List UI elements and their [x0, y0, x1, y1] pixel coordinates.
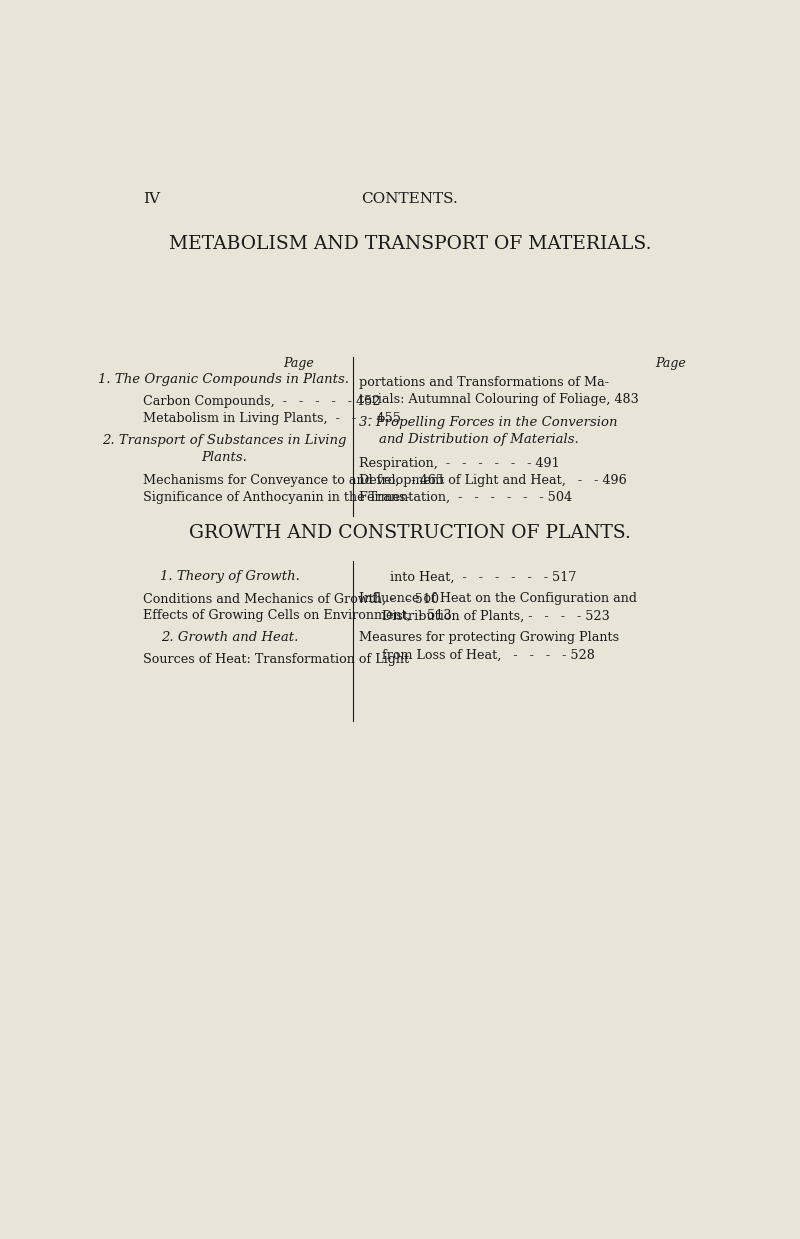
Text: Influence of Heat on the Configuration and: Influence of Heat on the Configuration a…: [359, 592, 637, 606]
Text: METABOLISM AND TRANSPORT OF MATERIALS.: METABOLISM AND TRANSPORT OF MATERIALS.: [169, 234, 651, 253]
Text: 1. Theory of Growth.: 1. Theory of Growth.: [160, 570, 300, 584]
Text: Effects of Growing Cells on Environment,  - 513: Effects of Growing Cells on Environment,…: [143, 610, 452, 622]
Text: and Distribution of Materials.: and Distribution of Materials.: [379, 432, 578, 446]
Text: 2. Growth and Heat.: 2. Growth and Heat.: [162, 632, 299, 644]
Text: Carbon Compounds,  -   -   -   -   - 452: Carbon Compounds, - - - - - 452: [143, 395, 381, 408]
Text: Conditions and Mechanics of Growth, -   - 510: Conditions and Mechanics of Growth, - - …: [143, 592, 439, 606]
Text: Respiration,  -   -   -   -   -   - 491: Respiration, - - - - - - 491: [359, 457, 560, 470]
Text: Fermentation,  -   -   -   -   -   - 504: Fermentation, - - - - - - 504: [359, 491, 572, 504]
Text: 3. Propelling Forces in the Conversion: 3. Propelling Forces in the Conversion: [359, 416, 618, 429]
Text: Plants.: Plants.: [201, 451, 247, 465]
Text: IV: IV: [143, 192, 160, 206]
Text: into Heat,  -   -   -   -   -   - 517: into Heat, - - - - - - 517: [390, 570, 577, 584]
Text: 2. Transport of Substances in Living: 2. Transport of Substances in Living: [102, 434, 346, 447]
Text: Mechanisms for Conveyance to and fro,   - 465: Mechanisms for Conveyance to and fro, - …: [143, 475, 445, 487]
Text: Metabolism in Living Plants,  -   -   - 455: Metabolism in Living Plants, - - - 455: [143, 413, 402, 425]
Text: Significance of Anthocyanin in the Trans-: Significance of Anthocyanin in the Trans…: [143, 491, 410, 504]
Text: Page: Page: [283, 357, 314, 369]
Text: 1. The Organic Compounds in Plants.: 1. The Organic Compounds in Plants.: [98, 373, 350, 385]
Text: terials: Autumnal Colouring of Foliage, 483: terials: Autumnal Colouring of Foliage, …: [359, 393, 639, 406]
Text: GROWTH AND CONSTRUCTION OF PLANTS.: GROWTH AND CONSTRUCTION OF PLANTS.: [189, 524, 631, 541]
Text: from Loss of Heat,   -   -   -   - 528: from Loss of Heat, - - - - 528: [382, 648, 595, 662]
Text: portations and Transformations of Ma-: portations and Transformations of Ma-: [359, 375, 609, 389]
Text: Measures for protecting Growing Plants: Measures for protecting Growing Plants: [359, 632, 619, 644]
Text: Sources of Heat: Transformation of Light: Sources of Heat: Transformation of Light: [143, 653, 410, 667]
Text: Development of Light and Heat,   -   - 496: Development of Light and Heat, - - 496: [359, 475, 627, 487]
Text: Page: Page: [655, 357, 686, 369]
Text: CONTENTS.: CONTENTS.: [362, 192, 458, 206]
Text: Distribution of Plants, -   -   -   - 523: Distribution of Plants, - - - - 523: [382, 610, 610, 622]
